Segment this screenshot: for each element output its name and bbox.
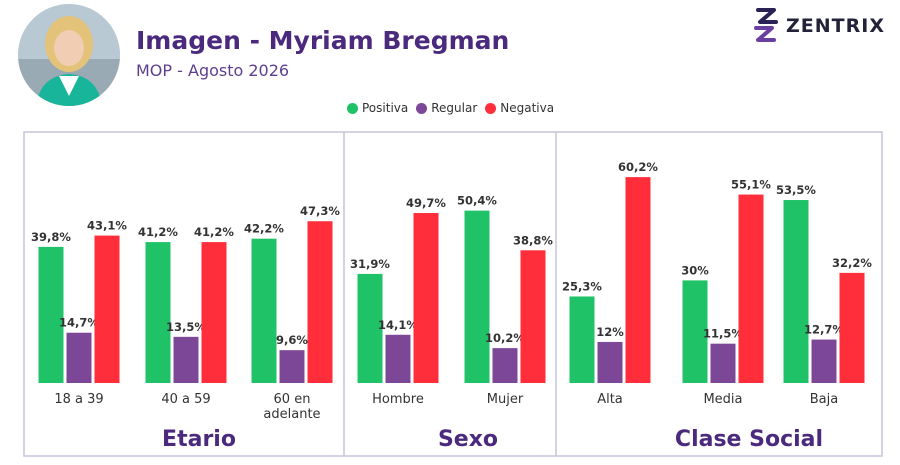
brand-logo: ZENTRIX — [752, 6, 892, 46]
data-label: 42,2% — [244, 222, 284, 236]
bar-positiva — [357, 273, 383, 383]
data-label: 31,9% — [350, 257, 390, 271]
x-tick-label: Media — [703, 392, 742, 407]
data-label: 41,2% — [138, 225, 178, 239]
x-tick-label: Alta — [597, 392, 623, 407]
data-label: 39,8% — [31, 230, 71, 244]
x-tick-label: Mujer — [487, 392, 524, 407]
bar-regular — [710, 343, 736, 383]
bar-positiva — [251, 238, 277, 383]
legend-item-positiva: Positiva — [347, 101, 408, 115]
data-label: 14,1% — [378, 318, 418, 332]
bar-negativa — [738, 194, 764, 383]
data-label: 25,3% — [562, 279, 602, 293]
x-tick-label: 60 en — [274, 392, 311, 407]
legend-label-regular: Regular — [431, 101, 478, 115]
data-label: 10,2% — [485, 331, 525, 345]
bar-regular — [597, 341, 623, 383]
data-label: 41,2% — [194, 225, 234, 239]
data-label: 47,3% — [300, 204, 340, 218]
page-subtitle: MOP - Agosto 2026 — [136, 61, 290, 80]
legend-item-negativa: Negativa — [485, 101, 554, 115]
bar-negativa — [413, 213, 439, 383]
bar-regular — [811, 339, 837, 383]
data-label: 38,8% — [513, 233, 553, 247]
data-label: 9,6% — [276, 333, 308, 347]
data-label: 11,5% — [703, 327, 743, 341]
bar-negativa — [307, 221, 333, 383]
bar-negativa — [520, 250, 546, 383]
data-label: 53,5% — [776, 183, 816, 197]
data-label: 12,7% — [804, 323, 844, 337]
data-label: 60,2% — [618, 160, 658, 174]
chart-frame — [23, 131, 883, 457]
data-label: 50,4% — [457, 194, 497, 208]
data-label: 30% — [681, 263, 709, 277]
bar-positiva — [682, 280, 708, 383]
data-label: 12% — [596, 325, 624, 339]
zentrix-logo-icon — [754, 8, 778, 42]
bar-regular — [66, 332, 92, 383]
legend-dot-regular — [416, 102, 428, 114]
bar-positiva — [783, 200, 809, 383]
legend-label-negativa: Negativa — [500, 101, 555, 115]
data-label: 13,5% — [166, 320, 206, 334]
bar-positiva — [145, 242, 171, 383]
x-tick-label: 18 a 39 — [54, 392, 103, 407]
x-tick-label: Baja — [810, 392, 838, 407]
data-label: 43,1% — [87, 219, 127, 233]
avatar — [18, 4, 120, 106]
legend-dot-negativa — [485, 102, 497, 114]
panel-title: Clase Social — [675, 427, 823, 452]
bar-negativa — [201, 242, 227, 383]
data-label: 49,7% — [406, 196, 446, 210]
panel-title: Sexo — [438, 427, 498, 452]
x-tick-label: Hombre — [372, 392, 424, 407]
panel-title: Etario — [162, 427, 236, 452]
data-label: 14,7% — [59, 316, 99, 330]
bar-positiva — [569, 296, 595, 383]
bar-regular — [492, 348, 518, 383]
person-portrait-icon — [18, 4, 120, 106]
page-title: Imagen - Myriam Bregman — [136, 26, 510, 55]
bar-positiva — [38, 246, 64, 383]
bar-negativa — [94, 235, 120, 383]
chart-legend: Positiva Regular Negativa — [347, 101, 562, 115]
legend-dot-positiva — [347, 102, 358, 114]
bar-regular — [173, 336, 199, 383]
bar-positiva — [464, 210, 490, 383]
legend-item-regular: Regular — [416, 101, 477, 115]
data-label: 32,2% — [832, 256, 872, 270]
bar-regular — [279, 350, 305, 383]
bar-negativa — [839, 272, 865, 383]
bar-negativa — [625, 177, 651, 383]
x-tick-label: adelante — [263, 407, 320, 422]
x-tick-label: 40 a 59 — [161, 392, 210, 407]
logo-text: ZENTRIX — [786, 15, 885, 37]
legend-label-positiva: Positiva — [362, 101, 409, 115]
data-label: 55,1% — [731, 178, 771, 192]
bar-regular — [385, 334, 411, 383]
